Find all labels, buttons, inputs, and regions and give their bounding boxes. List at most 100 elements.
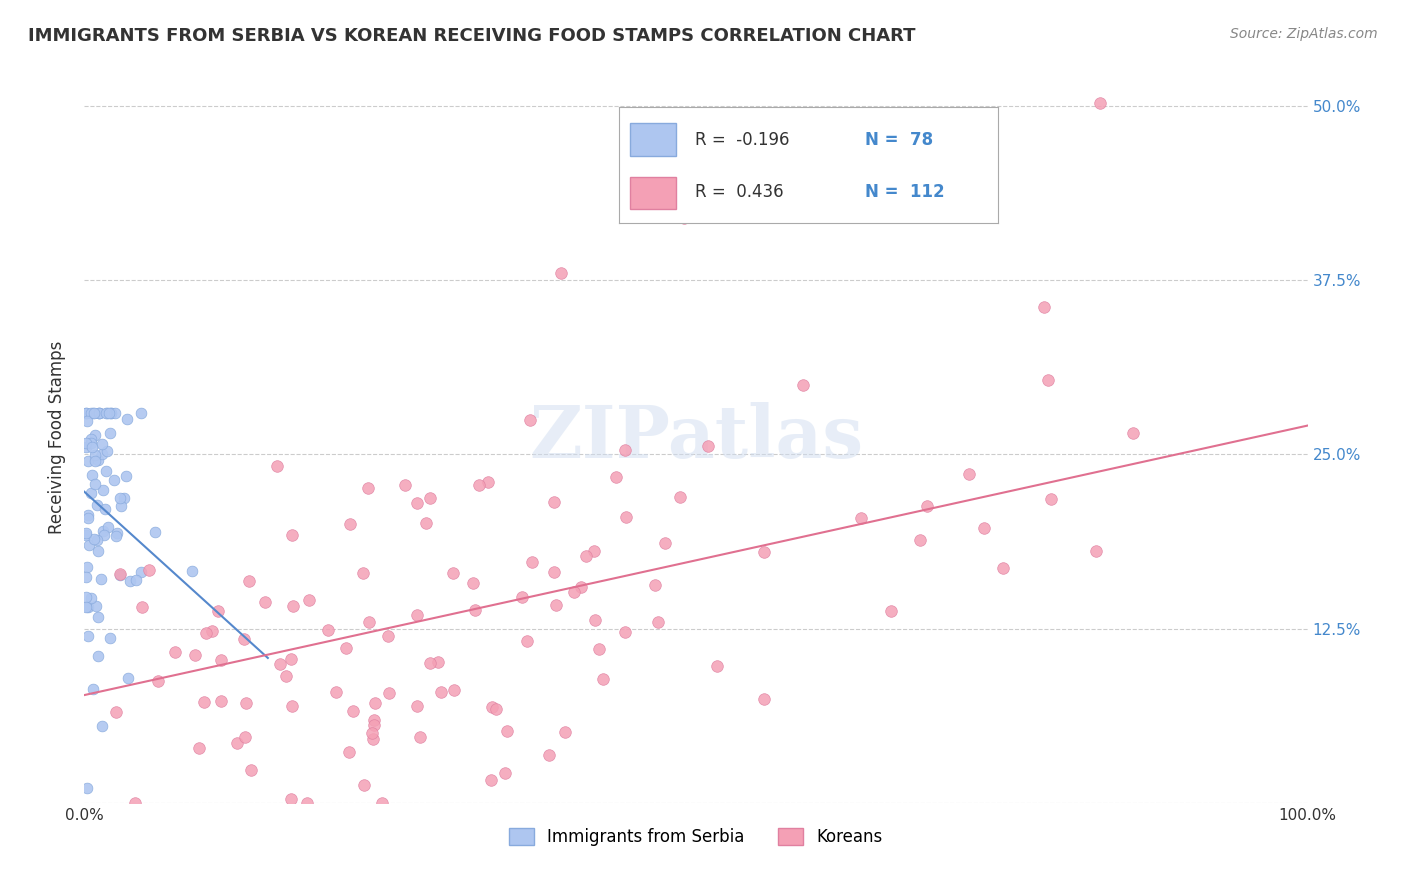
Point <box>163 645 186 659</box>
Point <box>125 573 148 587</box>
Point <box>443 682 465 697</box>
Point <box>233 632 256 646</box>
Point <box>115 469 138 483</box>
Point <box>1032 301 1054 315</box>
Point <box>364 696 387 710</box>
Point <box>406 496 429 510</box>
Point <box>75 526 97 541</box>
Point <box>87 544 110 558</box>
Point <box>83 532 105 546</box>
Point <box>83 406 105 420</box>
Point <box>112 491 135 506</box>
Point <box>76 780 98 795</box>
Point <box>97 520 120 534</box>
Point <box>108 567 131 582</box>
Point <box>100 406 122 420</box>
Point <box>80 467 103 482</box>
Point <box>957 467 980 482</box>
Point <box>104 529 127 543</box>
Point <box>352 566 374 580</box>
Point <box>94 501 117 516</box>
Point <box>91 524 114 538</box>
Point <box>430 685 453 699</box>
Point <box>240 763 263 777</box>
Point <box>441 566 464 581</box>
Point <box>110 499 132 513</box>
Point <box>76 599 98 614</box>
Point <box>87 406 110 420</box>
Point <box>485 702 508 716</box>
Point <box>75 406 97 420</box>
Point <box>697 440 720 454</box>
Point <box>973 521 995 535</box>
Point <box>80 406 103 420</box>
Point <box>96 406 118 420</box>
Point <box>298 592 321 607</box>
Point <box>516 633 538 648</box>
Point <box>654 536 676 550</box>
Point <box>82 681 104 696</box>
FancyBboxPatch shape <box>630 123 675 156</box>
Point <box>84 599 107 613</box>
Point <box>337 745 360 759</box>
Text: N =  112: N = 112 <box>866 183 945 201</box>
Point <box>550 266 572 280</box>
Point <box>80 486 103 500</box>
Point <box>647 615 669 629</box>
Point <box>519 413 541 427</box>
Point <box>335 641 357 656</box>
Point <box>915 500 938 514</box>
Point <box>209 653 232 667</box>
Legend: Immigrants from Serbia, Koreans: Immigrants from Serbia, Koreans <box>502 822 890 853</box>
Point <box>75 528 97 542</box>
Point <box>98 425 121 440</box>
Point <box>316 623 339 637</box>
Point <box>266 459 288 474</box>
Point <box>75 590 97 604</box>
Point <box>274 668 297 682</box>
Y-axis label: Receiving Food Stamps: Receiving Food Stamps <box>48 341 66 533</box>
Point <box>84 477 107 491</box>
Point <box>359 615 381 629</box>
Point <box>117 671 139 685</box>
Point <box>522 556 544 570</box>
Point <box>405 699 427 714</box>
Point <box>426 656 449 670</box>
Point <box>419 491 441 505</box>
Point <box>77 538 100 552</box>
Point <box>754 545 776 559</box>
Point <box>96 443 118 458</box>
Point <box>233 730 256 744</box>
Point <box>378 686 401 700</box>
Point <box>479 772 502 787</box>
Point <box>792 377 814 392</box>
Point <box>468 477 491 491</box>
Point <box>419 656 441 670</box>
Point <box>569 580 592 594</box>
Point <box>283 599 305 613</box>
Point <box>124 796 146 810</box>
Point <box>90 572 112 586</box>
Point <box>75 440 97 454</box>
Point <box>406 607 429 622</box>
Point <box>83 428 105 442</box>
Text: R =  0.436: R = 0.436 <box>695 183 783 201</box>
FancyBboxPatch shape <box>630 177 675 209</box>
Point <box>104 406 127 420</box>
Point <box>339 517 361 532</box>
Point <box>86 498 108 512</box>
Point <box>83 453 105 467</box>
Point <box>86 610 108 624</box>
Point <box>496 723 519 738</box>
Point <box>80 436 103 450</box>
Point <box>464 603 486 617</box>
Point <box>75 600 97 615</box>
Point <box>76 414 98 428</box>
Point <box>1040 492 1063 507</box>
Point <box>481 699 503 714</box>
Point <box>86 533 108 547</box>
Point <box>98 406 121 420</box>
Point <box>76 559 98 574</box>
Point <box>363 731 385 746</box>
Point <box>131 600 153 615</box>
